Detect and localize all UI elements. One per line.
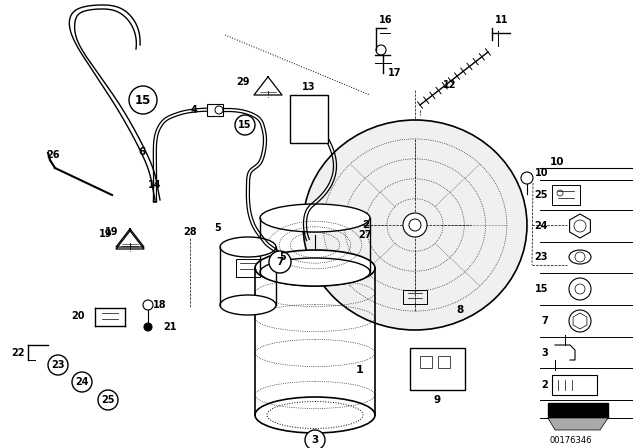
- Text: 15: 15: [238, 120, 252, 130]
- Circle shape: [305, 430, 325, 448]
- Text: 24: 24: [76, 377, 89, 387]
- Text: !: !: [129, 245, 131, 254]
- Bar: [552, 375, 597, 395]
- Text: 24: 24: [534, 221, 548, 231]
- Text: 3: 3: [312, 435, 319, 445]
- Text: 00176346: 00176346: [550, 435, 592, 444]
- Bar: [552, 185, 580, 205]
- Text: 25: 25: [101, 395, 115, 405]
- Text: 1: 1: [356, 365, 364, 375]
- Ellipse shape: [220, 237, 276, 257]
- Text: 16: 16: [380, 15, 393, 25]
- Text: 25: 25: [534, 190, 548, 200]
- Bar: [420, 356, 432, 368]
- Circle shape: [269, 251, 291, 273]
- Text: 12: 12: [444, 80, 457, 90]
- Bar: [410, 348, 465, 390]
- Text: 2: 2: [541, 380, 548, 390]
- Text: !: !: [129, 242, 132, 251]
- Text: 17: 17: [388, 68, 402, 78]
- Circle shape: [403, 213, 427, 237]
- Ellipse shape: [220, 295, 276, 315]
- Text: 7: 7: [541, 316, 548, 326]
- Text: 11: 11: [495, 15, 509, 25]
- Circle shape: [72, 372, 92, 392]
- Bar: [207, 104, 223, 116]
- Text: 6: 6: [138, 147, 146, 157]
- Text: 4: 4: [190, 105, 197, 115]
- Polygon shape: [548, 418, 608, 430]
- Text: 3: 3: [541, 348, 548, 358]
- Ellipse shape: [255, 397, 375, 433]
- Text: 22: 22: [12, 348, 25, 358]
- Circle shape: [144, 323, 152, 331]
- Text: 15: 15: [135, 94, 151, 107]
- Text: 5: 5: [280, 252, 286, 262]
- Bar: [438, 356, 450, 368]
- Circle shape: [129, 86, 157, 114]
- Circle shape: [98, 390, 118, 410]
- Text: 29: 29: [237, 77, 250, 87]
- Bar: [403, 290, 427, 304]
- Text: 9: 9: [433, 395, 440, 405]
- Text: 7: 7: [276, 257, 284, 267]
- Text: 23: 23: [534, 252, 548, 262]
- Text: 5: 5: [214, 223, 221, 233]
- Text: 18: 18: [153, 300, 167, 310]
- Text: 14: 14: [148, 180, 162, 190]
- Text: 23: 23: [51, 360, 65, 370]
- Text: 28: 28: [183, 227, 197, 237]
- Text: 8: 8: [456, 305, 463, 315]
- Circle shape: [48, 355, 68, 375]
- Circle shape: [143, 300, 153, 310]
- Text: 19: 19: [104, 227, 118, 237]
- Ellipse shape: [303, 120, 527, 330]
- Text: !: !: [266, 90, 269, 99]
- Text: 26: 26: [46, 150, 60, 160]
- Text: 10: 10: [550, 157, 564, 167]
- Bar: [290, 95, 328, 143]
- Ellipse shape: [260, 204, 370, 232]
- Ellipse shape: [260, 258, 370, 286]
- Text: 27: 27: [358, 230, 372, 240]
- Bar: [548, 403, 608, 418]
- Text: 20: 20: [72, 311, 85, 321]
- Text: 13: 13: [302, 82, 316, 92]
- Bar: [236, 259, 260, 277]
- Text: 15: 15: [534, 284, 548, 294]
- Text: 10: 10: [535, 168, 548, 178]
- Ellipse shape: [255, 250, 375, 286]
- Text: 21: 21: [163, 322, 177, 332]
- Circle shape: [235, 115, 255, 135]
- Text: 19: 19: [99, 229, 112, 239]
- Text: 2: 2: [362, 220, 370, 230]
